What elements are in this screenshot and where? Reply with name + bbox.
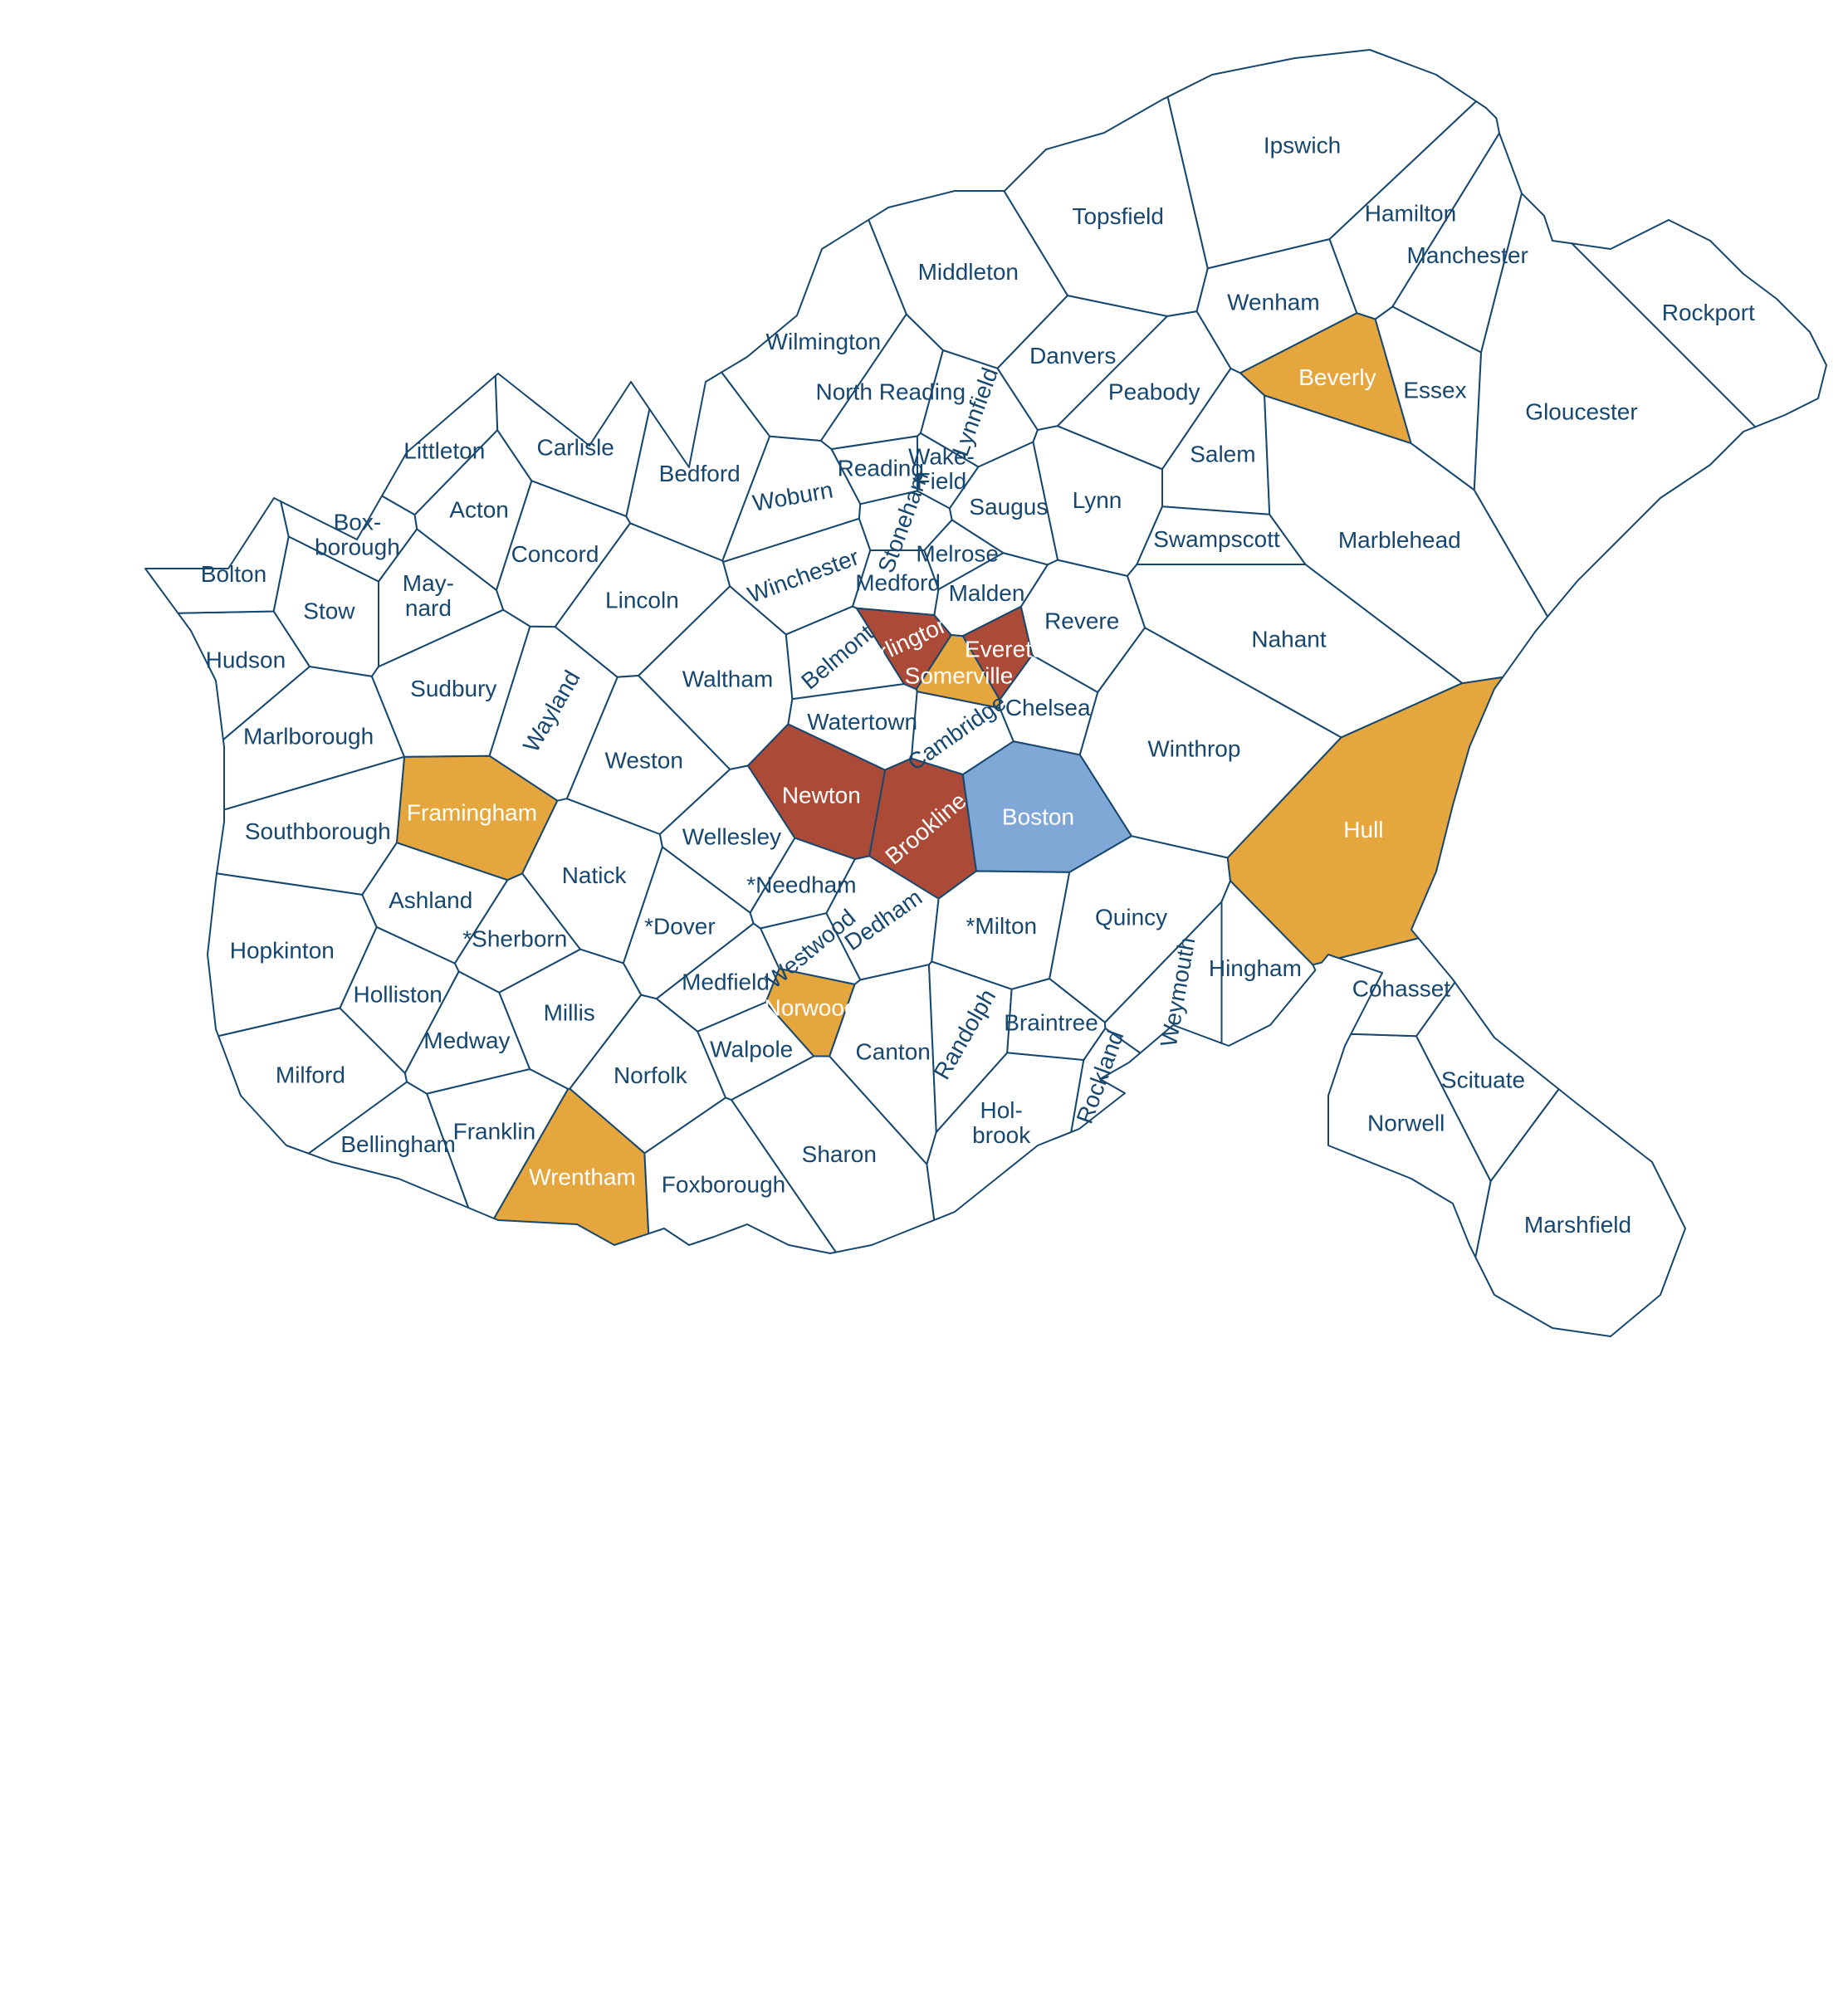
svg-text:Manchester: Manchester [1407,242,1528,268]
svg-text:Hol-: Hol- [980,1097,1023,1123]
svg-text:Hopkinton: Hopkinton [230,937,335,963]
svg-text:Hudson: Hudson [206,647,286,672]
svg-text:Sharon: Sharon [802,1141,877,1167]
svg-text:Melrose: Melrose [916,540,999,566]
svg-text:borough: borough [315,534,400,559]
svg-text:Wrentham: Wrentham [529,1164,636,1189]
svg-text:Southborough: Southborough [245,818,391,844]
svg-text:North Reading: North Reading [816,379,966,405]
svg-text:Ipswich: Ipswich [1264,133,1341,159]
svg-text:Medway: Medway [423,1028,510,1053]
svg-text:Winthrop: Winthrop [1147,735,1240,761]
svg-text:brook: brook [972,1122,1031,1148]
svg-text:Scituate: Scituate [1441,1067,1525,1093]
svg-text:Chelsea: Chelsea [1005,695,1091,720]
svg-text:Acton: Acton [449,497,509,523]
svg-text:Watertown: Watertown [807,709,917,735]
svg-text:Holliston: Holliston [354,981,442,1007]
svg-text:Walpole: Walpole [710,1037,793,1062]
svg-text:Danvers: Danvers [1029,343,1116,369]
svg-text:Sudbury: Sudbury [410,676,496,701]
svg-text:Bedford: Bedford [659,461,741,486]
svg-text:Stow: Stow [303,598,355,623]
svg-text:nard: nard [405,595,452,621]
svg-text:Littleton: Littleton [403,437,485,463]
svg-text:Carlisle: Carlisle [537,434,614,460]
svg-text:*Milton: *Milton [966,913,1038,939]
svg-text:Gloucester: Gloucester [1525,399,1637,425]
svg-text:Medfield: Medfield [682,969,770,995]
svg-text:Revere: Revere [1044,608,1119,633]
svg-text:Box-: Box- [334,510,382,535]
svg-text:Braintree: Braintree [1004,1010,1098,1036]
svg-text:Norwood: Norwood [764,995,857,1021]
svg-text:Quincy: Quincy [1095,905,1167,930]
svg-text:Hamilton: Hamilton [1365,201,1456,227]
svg-text:Beverly: Beverly [1298,364,1376,390]
svg-text:May-: May- [403,570,454,596]
svg-text:Somerville: Somerville [905,662,1014,688]
svg-text:Marlborough: Marlborough [243,724,374,750]
svg-text:Ashland: Ashland [389,887,472,913]
svg-text:Natick: Natick [562,862,628,888]
svg-text:Weston: Weston [604,748,682,774]
svg-text:Wenham: Wenham [1227,289,1320,315]
svg-text:Boston: Boston [1002,803,1074,829]
svg-text:Waltham: Waltham [682,667,773,692]
svg-text:Lincoln: Lincoln [605,587,679,613]
svg-text:Nahant: Nahant [1251,627,1327,652]
svg-text:Framingham: Framingham [407,799,537,825]
svg-text:Malden: Malden [949,580,1025,606]
svg-text:Norwell: Norwell [1367,1110,1445,1135]
svg-text:Franklin: Franklin [453,1118,536,1144]
svg-text:Middleton: Middleton [918,259,1019,285]
svg-text:Concord: Concord [511,541,599,567]
svg-text:Milford: Milford [276,1062,345,1088]
svg-text:Norfolk: Norfolk [614,1062,688,1088]
svg-text:Marshfield: Marshfield [1524,1212,1631,1238]
svg-text:Bolton: Bolton [201,561,266,587]
svg-text:Canton: Canton [856,1038,931,1064]
svg-text:Saugus: Saugus [969,494,1048,520]
svg-text:Rockport: Rockport [1662,300,1755,325]
svg-text:Lynn: Lynn [1073,487,1122,513]
svg-text:Everett: Everett [965,636,1039,662]
svg-text:Swampscott: Swampscott [1153,526,1280,552]
svg-text:Essex: Essex [1403,377,1466,403]
svg-text:Newton: Newton [782,783,861,808]
svg-text:Topsfield: Topsfield [1072,203,1164,229]
svg-text:Salem: Salem [1190,442,1255,467]
svg-text:Wellesley: Wellesley [682,824,781,850]
svg-text:Hingham: Hingham [1209,955,1302,981]
svg-text:Cohasset: Cohasset [1352,976,1451,1002]
svg-text:Wilmington: Wilmington [766,329,881,354]
svg-text:Hull: Hull [1343,817,1383,842]
svg-text:Foxborough: Foxborough [662,1171,785,1197]
svg-text:*Needham: *Needham [746,872,856,898]
svg-text:Millis: Millis [544,999,595,1025]
svg-text:*Dover: *Dover [644,914,716,940]
svg-text:Marblehead: Marblehead [1338,527,1461,553]
svg-text:*Sherborn: *Sherborn [462,925,567,951]
svg-text:Field: Field [917,468,967,494]
svg-text:Bellingham: Bellingham [340,1131,456,1157]
svg-text:Peabody: Peabody [1108,379,1200,405]
